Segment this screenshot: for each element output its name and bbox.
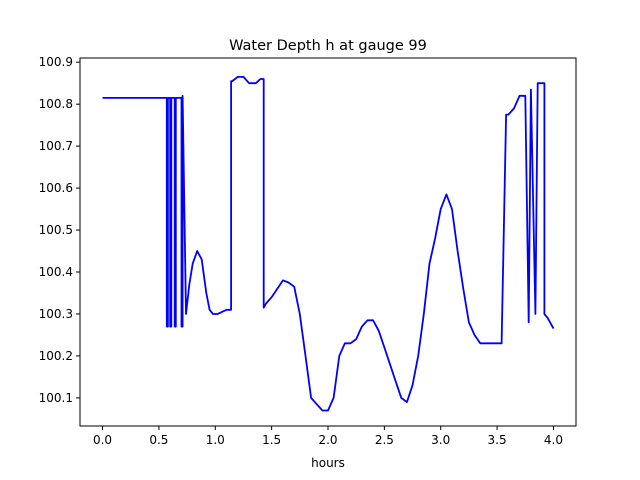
x-tick-label: 3.0 [431, 433, 450, 447]
x-tick-label: 2.0 [318, 433, 337, 447]
x-axis: 0.0 0.5 1.0 1.5 2.0 2.5 3.0 3.5 4.0 [93, 426, 563, 447]
y-axis: 100.1 100.2 100.3 100.4 100.5 100.6 100.7 100.8… [39, 55, 80, 405]
x-tick-label: 4.0 [544, 433, 563, 447]
y-tick-label: 100.1 [39, 391, 73, 405]
y-tick-label: 100.8 [39, 97, 73, 111]
x-tick-label: 1.5 [262, 433, 281, 447]
y-tick-label: 100.7 [39, 139, 73, 153]
y-tick-label: 100.3 [39, 307, 73, 321]
x-tick-label: 0.5 [149, 433, 168, 447]
chart-title: Water Depth h at gauge 99 [229, 38, 427, 54]
y-tick-label: 100.9 [39, 55, 73, 69]
x-tick-label: 3.5 [488, 433, 507, 447]
x-tick-label: 1.0 [206, 433, 225, 447]
x-tick-label: 2.5 [375, 433, 394, 447]
series-line [102, 76, 555, 412]
y-tick-label: 100.4 [39, 265, 73, 279]
y-tick-label: 100.6 [39, 181, 73, 195]
y-tick-label: 100.2 [39, 349, 73, 363]
x-tick-label: 0.0 [93, 433, 112, 447]
y-tick-label: 100.5 [39, 223, 73, 237]
x-axis-label: hours [311, 456, 345, 470]
